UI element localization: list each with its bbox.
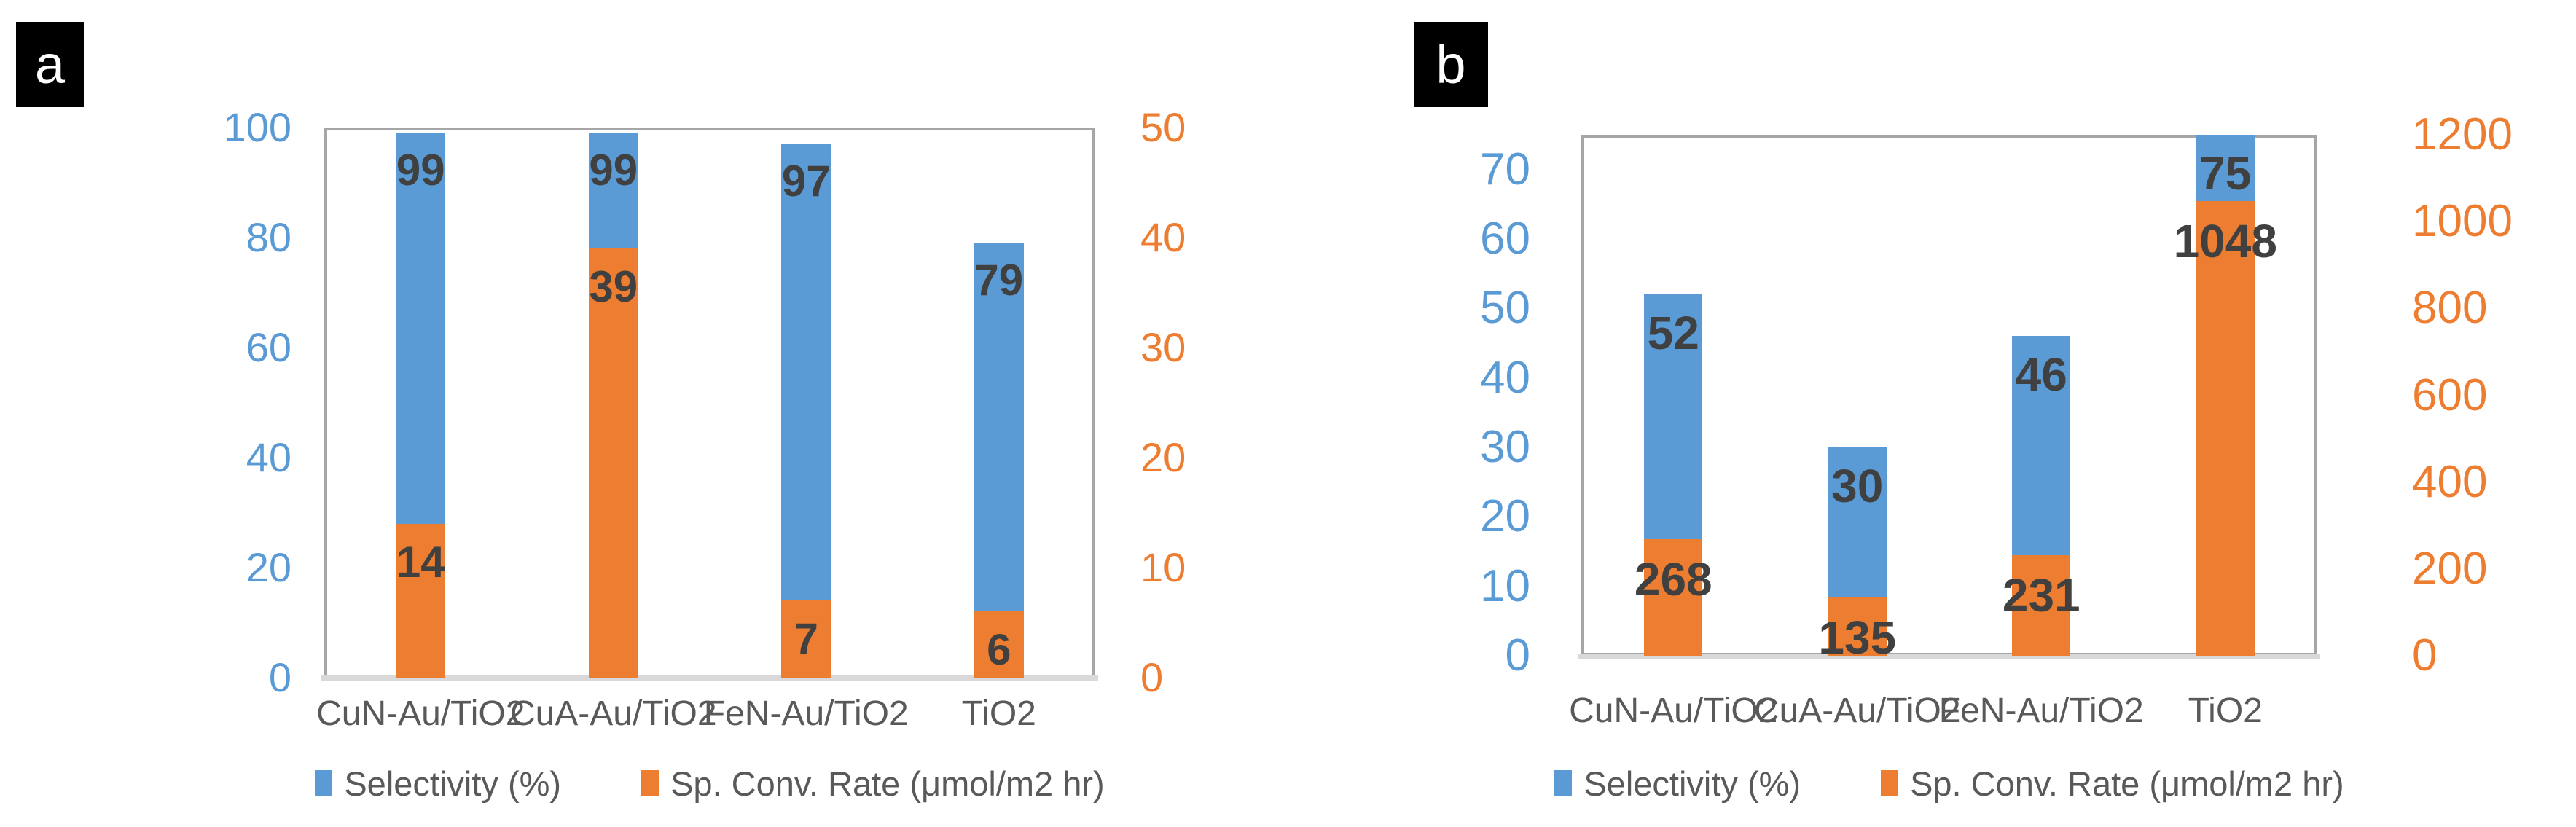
bar-value-label-a: 97 <box>781 156 831 205</box>
legend-swatch-selectivity-icon <box>1554 770 1573 796</box>
legend-label: Selectivity (%) <box>344 764 562 803</box>
legend-label: Sp. Conv. Rate (μmol/m2 hr) <box>1910 764 2344 803</box>
bar-value-label-b: 75 <box>2199 147 2252 200</box>
bar-value-label-a: 14 <box>396 537 445 587</box>
y-axis-right-tick-a: 50 <box>1140 104 1186 150</box>
x-category-label-a: CuN-Au/TiO2 <box>316 694 525 733</box>
y-axis-right-tick-b: 600 <box>2412 369 2488 420</box>
y-axis-left-tick-a: 60 <box>246 324 291 370</box>
x-category-label-b: CuN-Au/TiO2 <box>1569 691 1778 730</box>
bar-rate-b <box>1828 597 1887 656</box>
y-axis-right-tick-b: 1200 <box>2412 109 2513 160</box>
y-axis-right-tick-a: 20 <box>1140 434 1186 480</box>
bar-value-label-a: 7 <box>794 614 818 664</box>
bar-value-label-a: 6 <box>987 625 1011 675</box>
legend-swatch-rate-icon <box>641 770 659 796</box>
bar-selectivity-a <box>974 243 1024 678</box>
y-axis-right-tick-a: 10 <box>1140 544 1186 590</box>
legend-label: Selectivity (%) <box>1583 764 1801 803</box>
legend-item-selectivity-b: Selectivity (%) <box>1554 764 1801 804</box>
legend-label: Sp. Conv. Rate (μmol/m2 hr) <box>670 764 1105 803</box>
plot-area-a <box>324 128 1095 678</box>
y-axis-right-tick-a: 30 <box>1140 324 1186 370</box>
y-axis-left-tick-b: 60 <box>1480 213 1530 264</box>
legend-item-selectivity-a: Selectivity (%) <box>315 764 561 804</box>
bar-rate-b <box>2196 200 2255 656</box>
y-axis-left-tick-b: 40 <box>1480 352 1530 403</box>
y-axis-left-tick-a: 20 <box>246 544 291 590</box>
bar-selectivity-a <box>781 144 831 678</box>
bar-value-label-b: 46 <box>2015 348 2067 401</box>
panel-b-label: b <box>1414 22 1488 107</box>
y-axis-right-tick-a: 40 <box>1140 214 1186 260</box>
y-axis-left-tick-b: 30 <box>1480 422 1530 472</box>
legend-swatch-rate-icon <box>1881 770 1899 796</box>
y-axis-left-tick-b: 0 <box>1505 630 1530 681</box>
y-axis-left-tick-b: 20 <box>1480 491 1530 542</box>
bar-value-label-b: 30 <box>1831 460 1884 512</box>
legend-item-rate-b: Sp. Conv. Rate (μmol/m2 hr) <box>1881 764 2344 804</box>
bar-value-label-a: 99 <box>396 145 445 195</box>
x-category-label-b: TiO2 <box>2188 691 2263 730</box>
x-category-label-a: FeN-Au/TiO2 <box>703 694 909 733</box>
y-axis-left-tick-b: 10 <box>1480 560 1530 611</box>
y-axis-right-tick-b: 800 <box>2412 283 2488 334</box>
bar-value-label-b: 231 <box>2002 569 2080 622</box>
x-axis-line-b <box>1578 654 2320 659</box>
y-axis-right-tick-b: 0 <box>2412 630 2438 681</box>
x-category-label-b: FeN-Au/TiO2 <box>1938 691 2144 730</box>
plot-area-b <box>1581 135 2317 656</box>
y-axis-right-tick-b: 400 <box>2412 456 2488 507</box>
y-axis-left-tick-a: 80 <box>246 214 291 260</box>
legend-item-rate-a: Sp. Conv. Rate (μmol/m2 hr) <box>641 764 1105 804</box>
bar-value-label-a: 99 <box>589 145 638 195</box>
bar-rate-a <box>396 523 446 678</box>
bar-rate-a <box>588 248 638 678</box>
y-axis-right-tick-b: 200 <box>2412 543 2488 594</box>
y-axis-right-tick-b: 1000 <box>2412 196 2513 247</box>
y-axis-left-tick-a: 0 <box>268 654 291 700</box>
x-category-label-a: TiO2 <box>961 694 1036 733</box>
panel-a-label: a <box>16 22 84 107</box>
x-axis-line-a <box>321 675 1098 681</box>
x-category-label-a: CuA-Au/TiO2 <box>509 694 717 733</box>
bar-value-label-b: 135 <box>1818 611 1897 664</box>
legend-a: Selectivity (%) Sp. Conv. Rate (μmol/m2 h… <box>315 758 1105 809</box>
legend-swatch-selectivity-icon <box>315 770 333 796</box>
bar-rate-a <box>974 611 1024 678</box>
bar-value-label-b: 268 <box>1634 553 1712 606</box>
bar-value-label-a: 39 <box>589 262 638 312</box>
y-axis-left-tick-b: 50 <box>1480 283 1530 334</box>
bar-rate-b <box>2012 555 2071 656</box>
x-category-label-b: CuA-Au/TiO2 <box>1753 691 1961 730</box>
y-axis-left-tick-b: 70 <box>1480 144 1530 195</box>
y-axis-left-tick-a: 100 <box>223 104 291 150</box>
bar-value-label-a: 79 <box>974 255 1024 305</box>
y-axis-left-tick-a: 40 <box>246 434 291 480</box>
y-axis-right-tick-a: 0 <box>1140 654 1164 700</box>
bar-value-label-b: 52 <box>1647 307 1699 360</box>
legend-b: Selectivity (%) Sp. Conv. Rate (μmol/m2 h… <box>1554 758 2344 809</box>
bar-value-label-b: 1048 <box>2173 214 2277 267</box>
bar-rate-b <box>1644 539 1703 656</box>
bar-rate-a <box>781 600 831 678</box>
